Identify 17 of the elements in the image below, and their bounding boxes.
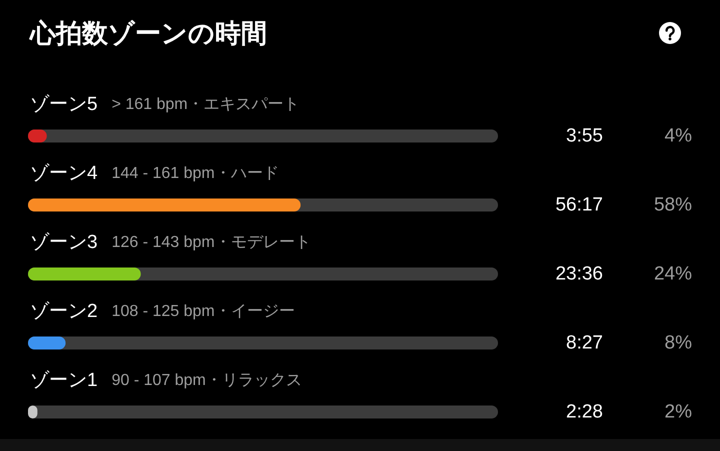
y-tick-label: ゾーン5 > 161 bpm・エキスパート — [30, 94, 300, 114]
y-tick-label: ゾーン4 144 - 161 bpm・ハード — [30, 162, 279, 184]
data-label: 8% — [664, 332, 692, 354]
data-label: 4% — [664, 126, 692, 146]
y-tick-label: ゾーン1 90 - 107 bpm・リラックス — [30, 370, 302, 390]
data-label: 2% — [664, 402, 692, 422]
text: 3:55 — [566, 126, 603, 146]
text: 23:36 — [555, 264, 603, 284]
y-tick-label: ゾーン2 108 - 125 bpm・イージー — [30, 300, 295, 322]
bar — [28, 268, 141, 280]
chart-title: 心拍数ゾーンの時間 — [30, 17, 267, 49]
text: 2:28 — [566, 402, 603, 422]
data-label: 58% — [654, 194, 692, 216]
text: 8:27 — [566, 332, 603, 354]
y-tick-label: ゾーン3 126 - 143 bpm・モデレート — [30, 232, 311, 252]
data-label: 24% — [654, 264, 692, 284]
text: 56:17 — [555, 194, 603, 216]
